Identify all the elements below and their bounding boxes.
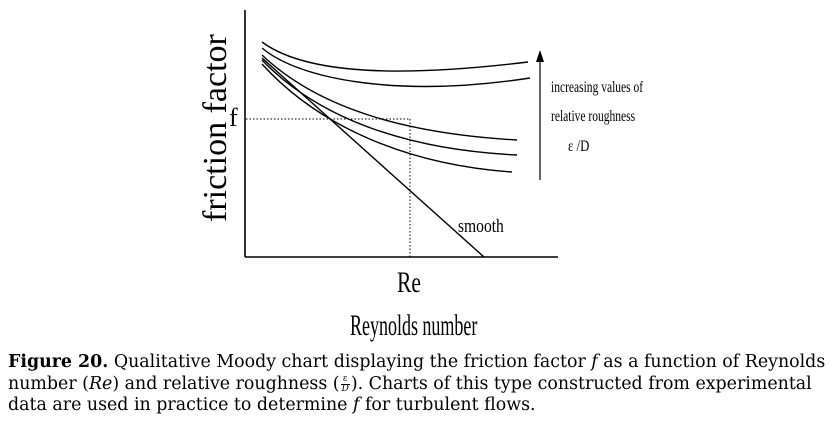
caption-text-1: Qualitative Moody chart displaying the f…	[113, 352, 586, 372]
re-marker: Re	[397, 266, 421, 299]
f-marker: f	[229, 103, 238, 132]
caption-text-3: ) and relative roughness (	[112, 373, 340, 394]
caption-f-symbol-2: f	[353, 395, 360, 415]
caption-re-symbol: Re	[88, 373, 113, 394]
annotation-line-2: relative roughness	[551, 108, 635, 125]
caption-text-5: for turbulent flows.	[364, 395, 536, 415]
annotation-line-1: increasing values of	[551, 79, 643, 96]
roughness-curve-5	[261, 63, 513, 173]
caption-text-2: as a function of Reynolds number (	[8, 352, 826, 394]
x-axis-label: Reynolds number	[350, 310, 478, 343]
fraction-denominator: D	[341, 383, 349, 394]
roughness-curve-3	[261, 54, 518, 141]
y-axis-label: friction factor	[197, 33, 234, 222]
smooth-curve	[261, 57, 485, 258]
figure-label: Figure 20.	[8, 352, 109, 372]
caption-f-symbol-1: f	[591, 352, 598, 372]
arrow-head	[536, 50, 544, 62]
fraction-numerator: ε	[340, 374, 350, 385]
annotation-line-3: ε /D	[568, 138, 589, 156]
roughness-curve-4	[261, 59, 518, 156]
caption-text-4: ). Charts of this type constructed from …	[8, 373, 812, 416]
roughness-curve-1	[261, 41, 529, 72]
roughness-curve-2	[261, 47, 531, 88]
figure-caption: Figure 20. Qualitative Moody chart displ…	[8, 352, 830, 417]
smooth-label: smooth	[458, 216, 504, 237]
